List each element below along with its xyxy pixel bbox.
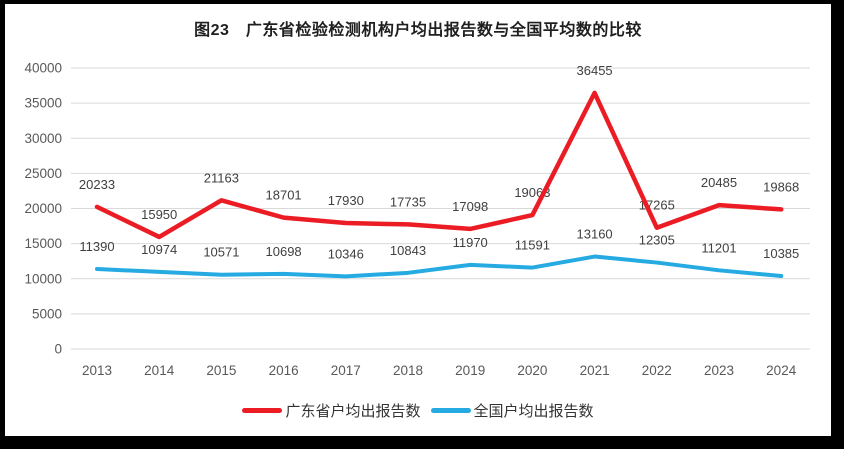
legend-item-national: 全国户均出报告数 [430, 400, 594, 421]
data-label-guangdong: 17735 [390, 194, 426, 209]
data-label-guangdong: 19868 [763, 179, 799, 194]
data-label-guangdong: 20233 [79, 177, 115, 192]
x-axis-tick-label: 2016 [269, 363, 299, 378]
data-label-national: 13160 [577, 227, 613, 242]
x-axis-tick-label: 2018 [393, 363, 423, 378]
x-axis-tick-label: 2020 [517, 363, 547, 378]
x-axis-tick-label: 2017 [331, 363, 361, 378]
y-axis-tick-label: 5000 [32, 306, 62, 321]
data-label-national: 11390 [79, 239, 114, 254]
legend-swatch-guangdong-red-dash [242, 408, 283, 413]
data-label-national: 10974 [141, 242, 177, 257]
legend-swatch-national-blue-dash [430, 408, 471, 413]
data-label-national: 10843 [390, 243, 426, 258]
legend-label-guangdong: 广东省户均出报告数 [285, 403, 421, 420]
data-label-national: 11591 [515, 238, 550, 253]
data-label-national: 10385 [763, 246, 799, 261]
series-line-guangdong [94, 90, 784, 240]
data-label-national: 10346 [328, 246, 364, 261]
legend-item-guangdong: 广东省户均出报告数 [242, 400, 421, 421]
y-axis-tick-label: 25000 [24, 166, 62, 181]
y-axis-tick-label: 10000 [24, 271, 62, 286]
data-label-guangdong: 21163 [204, 170, 239, 185]
data-label-national: 10698 [266, 244, 302, 259]
data-label-guangdong: 36455 [577, 63, 613, 78]
x-axis-tick-label: 2019 [455, 363, 485, 378]
legend: 广东省户均出报告数 全国户均出报告数 [5, 400, 831, 421]
data-label-national: 11201 [701, 240, 736, 255]
data-label-guangdong: 17930 [328, 193, 364, 208]
y-axis-tick-label: 20000 [24, 201, 62, 216]
data-label-guangdong: 17098 [452, 199, 488, 214]
data-label-guangdong: 18701 [266, 188, 302, 203]
line-chart-canvas: 0 5000 10000 15000 20000 25000 30000 35000 40000… [24, 61, 810, 378]
data-label-national: 10571 [203, 245, 239, 260]
data-label-national: 11970 [453, 235, 488, 250]
data-label-guangdong: 20485 [701, 175, 737, 190]
y-axis-tick-label: 35000 [24, 96, 62, 111]
x-axis-tick-label: 2015 [206, 363, 236, 378]
series-line-national [95, 254, 784, 279]
data-label-national: 12305 [639, 233, 675, 248]
legend-label-national: 全国户均出报告数 [473, 403, 594, 420]
data-label-guangdong: 15950 [141, 207, 177, 222]
y-axis-tick-label: 15000 [24, 236, 62, 251]
x-axis-tick-label: 2013 [82, 363, 112, 378]
x-axis-tick-label: 2021 [580, 363, 610, 378]
x-axis-tick-label: 2024 [766, 363, 797, 378]
x-axis-tick-label: 2022 [642, 363, 672, 378]
y-axis-tick-label: 0 [54, 342, 62, 357]
chart-title: 图23 广东省检验检测机构户均出报告数与全国平均数的比较 [194, 22, 642, 39]
y-axis-tick-label: 30000 [24, 131, 62, 146]
x-axis-tick-label: 2023 [704, 363, 734, 378]
x-axis-tick-label: 2014 [144, 363, 175, 378]
y-axis-tick-label: 40000 [24, 61, 62, 76]
